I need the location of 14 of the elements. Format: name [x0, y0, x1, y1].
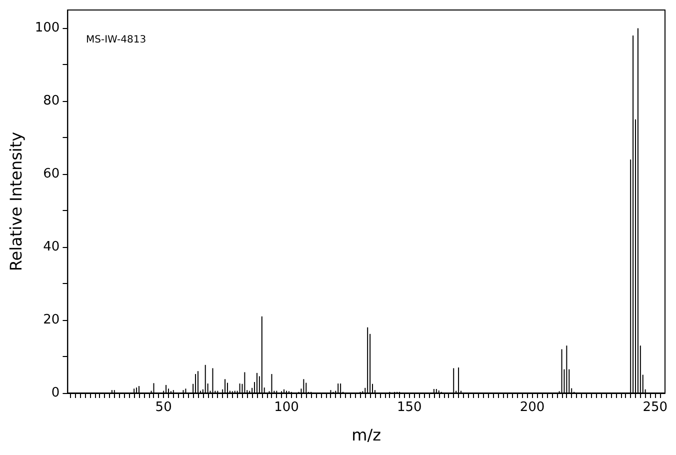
x-tick-label: 250: [642, 400, 668, 415]
y-axis-title: Relative Intensity: [6, 132, 26, 272]
y-tick-label: 0: [51, 386, 60, 400]
x-axis-title: m/z: [352, 426, 382, 444]
y-tick-label: 20: [43, 312, 60, 328]
annotation: MS-IW-4813: [86, 34, 146, 46]
y-tick-label: 60: [43, 166, 60, 182]
x-tick-label: 50: [155, 400, 172, 415]
y-tick-label: 80: [43, 94, 60, 109]
y-tick-label: 100: [34, 20, 60, 36]
x-tick-label: 100: [274, 400, 299, 415]
x-tick-label: 150: [396, 400, 422, 415]
y-tick-label: 40: [43, 240, 60, 255]
x-tick-label: 200: [520, 400, 545, 415]
